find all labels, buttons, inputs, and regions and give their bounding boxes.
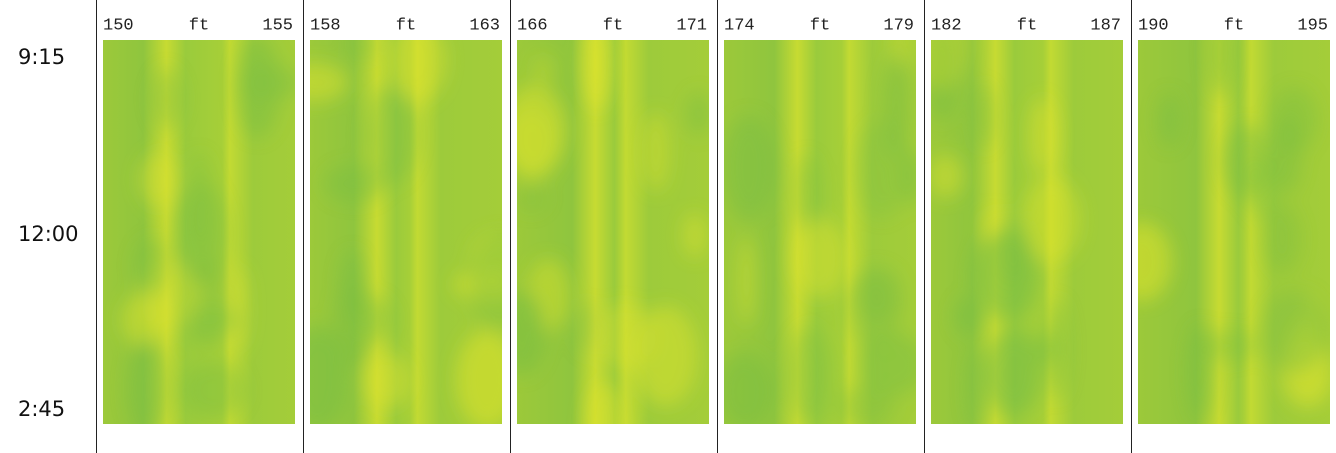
texture-blob	[715, 352, 773, 431]
texture-blob	[1198, 330, 1257, 361]
texture-blob	[287, 325, 348, 432]
texture-blob	[687, 92, 710, 136]
texture-blob	[355, 297, 393, 341]
texture-blob	[503, 85, 567, 175]
time-label: 9:15	[18, 45, 65, 69]
texture-blob	[364, 86, 418, 185]
texture-blob	[348, 27, 377, 61]
panel-unit: ft	[396, 16, 416, 35]
texture-blob	[968, 346, 987, 429]
texture-blob	[230, 267, 249, 350]
texture-blob	[996, 215, 1032, 283]
texture-blob	[515, 185, 547, 213]
texture-blob	[1029, 98, 1057, 176]
inspection-view: 9:15 12:00 2:45 150 ft 155 158 ft 163 166 ft 171 174…	[0, 0, 1336, 453]
texture-blob	[134, 238, 168, 292]
texture-blob	[684, 213, 706, 258]
panel-start: 150	[103, 16, 134, 35]
texture-blob	[722, 115, 775, 219]
heatmap	[498, 17, 710, 453]
texture-blob	[151, 67, 182, 129]
panel-start: 182	[931, 16, 962, 35]
texture-blob	[578, 302, 595, 354]
texture-blob	[786, 326, 831, 424]
panel-end: 187	[1090, 16, 1121, 35]
panel-unit: ft	[810, 16, 830, 35]
texture-blob	[128, 340, 168, 437]
heatmap	[284, 18, 531, 433]
panel-start: 166	[517, 16, 548, 35]
texture-blob	[642, 111, 670, 192]
texture-blob	[794, 154, 820, 229]
heatmap	[103, 36, 301, 436]
heatmap	[911, 0, 1123, 429]
panel-start: 190	[1138, 16, 1169, 35]
panel-end: 155	[262, 16, 293, 35]
texture-blob	[1158, 93, 1180, 148]
texture-blob	[929, 154, 963, 198]
texture-blob	[176, 182, 228, 285]
texture-blob	[792, 217, 846, 298]
texture-blob	[883, 55, 910, 159]
texture-blob	[456, 330, 518, 429]
texture-blob	[532, 53, 554, 88]
texture-blob	[837, 385, 894, 430]
texture-blob	[138, 153, 176, 208]
texture-blob	[634, 306, 698, 407]
texture-blob	[182, 361, 245, 419]
panel-end: 171	[676, 16, 707, 35]
panel-unit: ft	[189, 16, 209, 35]
panel-unit: ft	[1017, 16, 1037, 35]
panel-end: 195	[1297, 16, 1328, 35]
texture-blob	[984, 330, 1041, 416]
texture-blob	[956, 297, 980, 335]
texture-blob	[738, 234, 755, 327]
texture-blob	[365, 353, 410, 409]
texture-blob	[1245, 160, 1279, 220]
panel-end: 163	[469, 16, 500, 35]
time-label: 2:45	[18, 397, 65, 421]
heatmap	[715, 11, 927, 431]
panel-unit: ft	[603, 16, 623, 35]
panel-unit: ft	[1224, 16, 1244, 35]
panel-end: 179	[883, 16, 914, 35]
time-label: 12:00	[18, 222, 79, 246]
texture-blob	[242, 66, 301, 100]
texture-blob	[975, 83, 993, 149]
panel-start: 174	[724, 16, 755, 35]
texture-blob	[1034, 332, 1059, 365]
heatmap	[1113, 9, 1333, 424]
texture-blob	[846, 272, 900, 348]
texture-blob	[1261, 290, 1327, 373]
texture-blob	[498, 290, 545, 376]
panel-start: 158	[310, 16, 341, 35]
